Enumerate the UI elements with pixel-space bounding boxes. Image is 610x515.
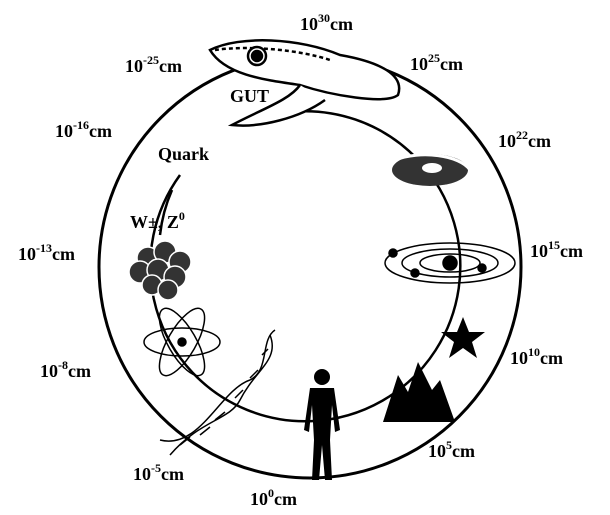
scale-exponent: -25 [143, 53, 159, 67]
scale-label: 10-8cm [40, 358, 91, 381]
scale-exponent: 30 [318, 11, 330, 25]
scale-label: 10-16cm [55, 118, 112, 141]
scale-unit: cm [540, 348, 563, 368]
scale-exponent: -16 [73, 118, 89, 132]
atom [143, 307, 221, 377]
scale-label: 105cm [428, 438, 475, 461]
scale-unit: cm [452, 441, 475, 461]
scale-unit: cm [274, 489, 297, 509]
scale-label: 1015cm [530, 238, 583, 261]
scale-unit: cm [560, 241, 583, 261]
scale-label: 100cm [250, 486, 297, 509]
scale-base: 10 [18, 244, 36, 264]
scale-exponent: -5 [151, 461, 161, 475]
scale-base: 10 [125, 56, 143, 76]
scale-unit: cm [89, 121, 112, 141]
human [304, 369, 340, 480]
scale-unit: cm [330, 14, 353, 34]
scale-label: 10-5cm [133, 461, 184, 484]
scale-exponent: -8 [58, 358, 68, 372]
scale-unit: cm [68, 361, 91, 381]
scale-exponent: -13 [36, 241, 52, 255]
scale-base: 10 [40, 361, 58, 381]
scale-base: 10 [498, 131, 516, 151]
solar-system [384, 242, 516, 284]
scale-exponent: 0 [268, 486, 274, 500]
scale-exponent: 5 [446, 438, 452, 452]
scale-base: 10 [300, 14, 318, 34]
scale-unit: cm [161, 464, 184, 484]
scale-label: 10-13cm [18, 241, 75, 264]
scale-exponent: 25 [428, 51, 440, 65]
scale-label: 1025cm [410, 51, 463, 74]
scale-base: 10 [530, 241, 548, 261]
scale-base: 10 [133, 464, 151, 484]
scale-unit: cm [440, 54, 463, 74]
scale-exponent: 22 [516, 128, 528, 142]
inner-ring-piece [158, 189, 174, 236]
mountains [383, 362, 455, 422]
labels: 1030cm1025cm1022cm1015cm1010cm105cm100cm… [18, 11, 583, 509]
star [441, 317, 485, 358]
scale-base: 10 [55, 121, 73, 141]
scale-label: 1030cm [300, 11, 353, 34]
snake-head [208, 39, 401, 127]
dna [159, 329, 276, 456]
scale-unit: cm [159, 56, 182, 76]
scale-unit: cm [52, 244, 75, 264]
scale-base: 10 [428, 441, 446, 461]
nucleus [128, 240, 192, 301]
boson-label: W±, Z0 [130, 209, 185, 232]
scale-unit: cm [528, 131, 551, 151]
scale-exponent: 10 [528, 345, 540, 359]
scale-base: 10 [250, 489, 268, 509]
boson-text: W±, Z [130, 212, 179, 232]
galaxy [392, 153, 472, 186]
boson-sup: 0 [179, 209, 185, 223]
scale-label: 1010cm [510, 345, 563, 368]
quark-label: Quark [158, 144, 209, 164]
scale-base: 10 [410, 54, 428, 74]
scale-label: 1022cm [498, 128, 551, 151]
scale-exponent: 15 [548, 238, 560, 252]
scale-base: 10 [510, 348, 528, 368]
gut-label: GUT [230, 86, 269, 106]
scale-label: 10-25cm [125, 53, 182, 76]
